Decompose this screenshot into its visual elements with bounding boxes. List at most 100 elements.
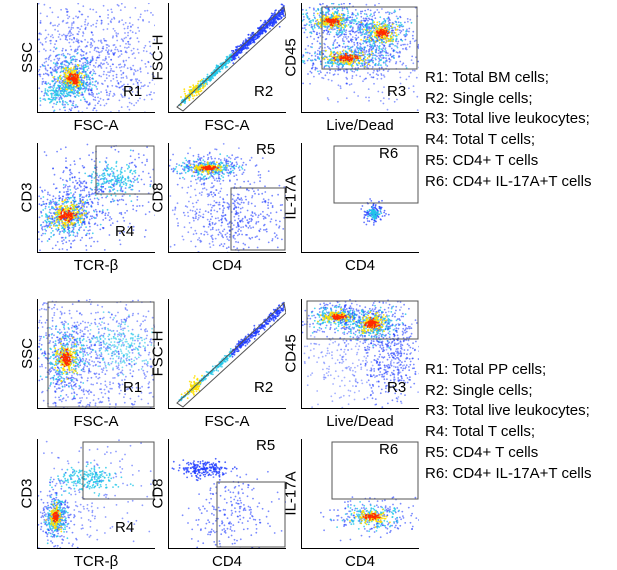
event-dot bbox=[107, 63, 109, 65]
event-dot bbox=[40, 42, 42, 44]
event-dot bbox=[103, 99, 105, 101]
event-dot bbox=[87, 57, 89, 59]
event-dot bbox=[126, 52, 128, 54]
event-dot bbox=[74, 56, 76, 58]
event-dot bbox=[327, 12, 329, 14]
event-dot bbox=[41, 83, 43, 85]
event-dot bbox=[116, 66, 118, 68]
event-dot bbox=[131, 103, 133, 105]
event-dot bbox=[99, 54, 101, 56]
event-dot bbox=[378, 63, 380, 65]
event-dot bbox=[325, 26, 327, 28]
event-dot bbox=[199, 88, 201, 90]
event-dot bbox=[343, 50, 345, 52]
event-dot bbox=[405, 33, 407, 35]
event-dot bbox=[86, 199, 88, 201]
event-dot bbox=[106, 47, 108, 49]
event-dot bbox=[150, 12, 152, 14]
event-dot bbox=[75, 180, 77, 182]
event-dot bbox=[383, 23, 385, 25]
event-dot bbox=[124, 38, 126, 40]
event-dot bbox=[333, 3, 335, 5]
event-dot bbox=[400, 17, 402, 19]
event-dot bbox=[68, 27, 70, 29]
event-dot bbox=[71, 27, 73, 29]
event-dot bbox=[372, 66, 374, 68]
event-dot bbox=[121, 66, 123, 68]
event-dot bbox=[83, 81, 85, 83]
event-dot bbox=[188, 98, 190, 100]
event-dot bbox=[78, 65, 80, 67]
event-dot bbox=[346, 25, 348, 27]
event-dot bbox=[154, 25, 155, 27]
event-dot bbox=[41, 91, 43, 93]
event-dot bbox=[74, 197, 76, 199]
event-dot bbox=[71, 89, 73, 91]
event-dot bbox=[336, 66, 338, 68]
event-dot bbox=[53, 62, 55, 64]
event-dot bbox=[383, 33, 385, 35]
event-dot bbox=[216, 66, 218, 68]
event-dot bbox=[62, 100, 64, 102]
event-dot bbox=[404, 34, 406, 36]
event-dot bbox=[379, 42, 381, 44]
event-dot bbox=[69, 38, 71, 40]
event-dot bbox=[84, 91, 86, 93]
event-dot bbox=[86, 249, 88, 251]
event-dot bbox=[351, 70, 353, 72]
event-dot bbox=[79, 68, 81, 70]
event-dot bbox=[135, 78, 137, 80]
event-dot bbox=[90, 245, 92, 247]
event-dot bbox=[79, 178, 81, 180]
event-dot bbox=[376, 24, 378, 26]
event-dot bbox=[93, 71, 95, 73]
event-dot bbox=[138, 19, 140, 21]
event-dot bbox=[229, 60, 231, 62]
event-dot bbox=[363, 29, 365, 31]
event-dot bbox=[120, 9, 122, 11]
event-dot bbox=[371, 46, 373, 48]
event-dot bbox=[351, 58, 353, 60]
event-dot bbox=[365, 29, 367, 31]
event-dot bbox=[341, 14, 343, 16]
event-dot bbox=[100, 76, 102, 78]
event-dot bbox=[333, 14, 335, 16]
event-dot bbox=[376, 34, 378, 36]
event-dot bbox=[360, 13, 362, 15]
event-dot bbox=[327, 58, 329, 60]
event-dot bbox=[120, 86, 122, 88]
event-dot bbox=[103, 5, 105, 7]
event-dot bbox=[330, 26, 332, 28]
event-dot bbox=[326, 33, 328, 35]
event-dot bbox=[83, 54, 85, 56]
event-dot bbox=[110, 21, 112, 23]
event-dot bbox=[234, 56, 236, 58]
event-dot bbox=[336, 42, 338, 44]
event-dot bbox=[384, 27, 386, 29]
event-dot bbox=[49, 215, 51, 217]
event-dot bbox=[42, 81, 44, 83]
event-dot bbox=[371, 16, 373, 18]
event-dot bbox=[55, 56, 57, 58]
event-dot bbox=[328, 99, 330, 101]
event-dot bbox=[359, 57, 361, 59]
event-dot bbox=[349, 26, 351, 28]
event-dot bbox=[385, 50, 387, 52]
event-dot bbox=[82, 189, 84, 191]
event-dot bbox=[79, 61, 81, 63]
event-dot bbox=[329, 63, 331, 65]
event-dot bbox=[343, 24, 345, 26]
event-dot bbox=[127, 32, 129, 34]
event-dot bbox=[344, 20, 346, 22]
event-dot bbox=[50, 36, 52, 38]
event-dot bbox=[61, 68, 63, 70]
event-dot bbox=[325, 62, 327, 64]
event-dot bbox=[307, 60, 309, 62]
event-dot bbox=[318, 21, 320, 23]
event-dot bbox=[103, 74, 105, 76]
event-dot bbox=[319, 54, 321, 56]
event-dot bbox=[78, 95, 80, 97]
event-dot bbox=[331, 59, 333, 61]
event-dot bbox=[75, 87, 77, 89]
event-dot bbox=[59, 34, 61, 36]
